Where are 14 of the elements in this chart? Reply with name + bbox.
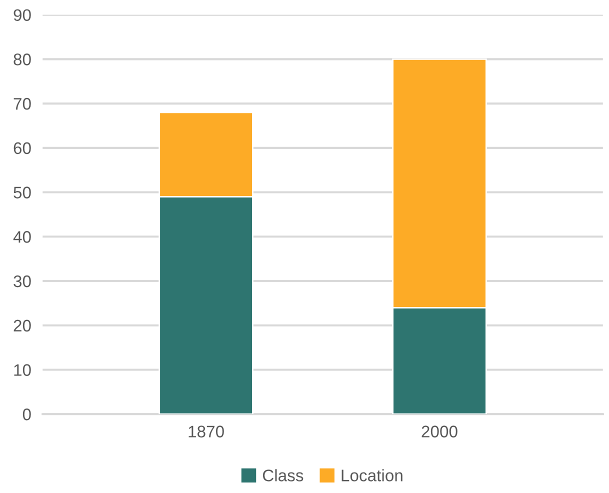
y-tick-label: 60 [14, 142, 31, 154]
y-tick-label: 10 [14, 364, 31, 376]
y-tick-label: 80 [14, 54, 31, 66]
y-tick-label: 70 [14, 98, 31, 110]
y-tick-label: 50 [14, 186, 31, 198]
y-tick-label: 20 [14, 320, 31, 332]
x-tick-label: 1870 [188, 426, 224, 438]
y-tick-label: 0 [22, 408, 31, 420]
y-tick-label: 90 [14, 9, 31, 21]
y-tick-label: 30 [14, 275, 31, 288]
y-tick-label: 40 [13, 231, 31, 243]
legend-label: Class [262, 469, 304, 482]
legend-label: Location [342, 469, 402, 482]
x-tick-label: 2000 [422, 426, 458, 438]
